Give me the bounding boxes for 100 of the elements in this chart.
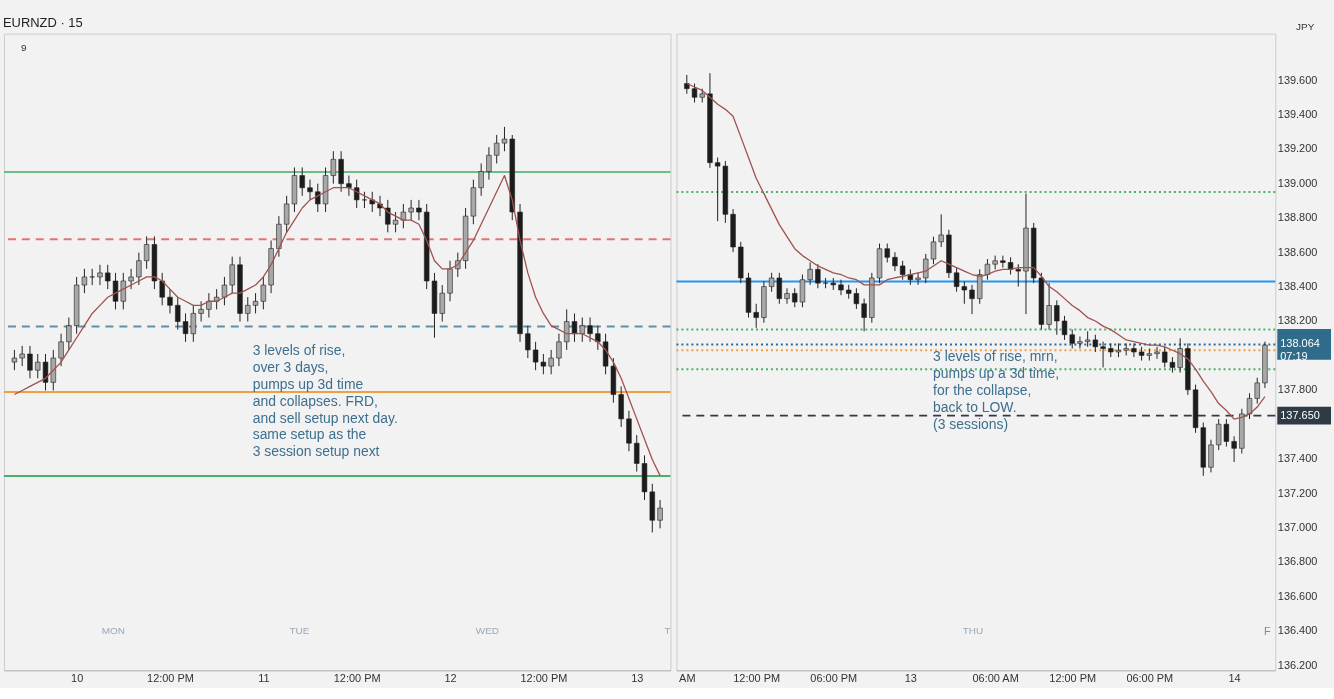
x-tick-label: AM xyxy=(679,671,696,684)
candlestick xyxy=(969,284,975,315)
x-tick-label: 12:00 PM xyxy=(333,671,381,684)
candlestick xyxy=(815,263,821,289)
candlestick xyxy=(416,199,422,221)
text: MON xyxy=(101,625,125,637)
annotation: THU xyxy=(962,625,984,637)
annotation: 3 levels of rise, mrn, pumps up a 3d time, for the collapse, back to LOW. (3 sessions) xyxy=(933,347,1060,432)
x-tick-label: 13 xyxy=(631,671,644,684)
candlestick xyxy=(354,179,360,209)
candlestick xyxy=(899,260,906,281)
text: JPY xyxy=(1296,20,1315,32)
x-tick-label: 06:00 PM xyxy=(810,671,858,684)
y-tick-label: 137.800 xyxy=(1277,383,1318,396)
candlestick xyxy=(167,288,173,314)
candlestick xyxy=(369,191,375,213)
candlestick xyxy=(1046,282,1052,331)
y-tick-label: 139.000 xyxy=(1277,176,1318,189)
candlestick xyxy=(548,349,554,375)
candlestick xyxy=(1177,337,1183,374)
ref-line-label: 138.064 07:19 xyxy=(1280,337,1320,363)
candlestick xyxy=(11,349,18,371)
y-tick-label: 136.400 xyxy=(1277,624,1318,637)
candlestick xyxy=(1054,299,1060,336)
text: 9 xyxy=(21,41,28,53)
candlestick xyxy=(307,179,313,201)
y-tick-label: 136.600 xyxy=(1277,589,1318,602)
candlestick xyxy=(838,279,844,296)
candlestick xyxy=(346,175,352,197)
candlestick xyxy=(27,345,33,379)
candlestick xyxy=(136,252,142,286)
candlestick xyxy=(478,162,484,197)
candlestick xyxy=(175,296,181,331)
text: WED xyxy=(475,625,500,637)
candlestick xyxy=(198,300,204,323)
candlestick xyxy=(58,333,64,367)
candlestick xyxy=(206,292,212,318)
x-tick-label: 11 xyxy=(258,671,270,684)
text: T xyxy=(664,625,671,637)
candlestick xyxy=(128,268,134,290)
y-tick-label: 136.800 xyxy=(1277,555,1318,568)
candlestick xyxy=(807,261,813,286)
candlestick xyxy=(595,325,601,351)
candlestick xyxy=(19,345,25,367)
y-tick-label: 138.400 xyxy=(1277,280,1318,293)
ref-line-label: 137.650 xyxy=(1280,408,1320,421)
candlestick xyxy=(66,316,72,351)
candlestick xyxy=(408,199,414,221)
candlestick xyxy=(915,272,921,286)
y-tick-label: 137.200 xyxy=(1277,486,1318,499)
candlestick xyxy=(385,199,391,233)
y-tick-label: 137.400 xyxy=(1277,452,1318,465)
x-tick-label: 12:00 PM xyxy=(733,671,781,684)
candlestick xyxy=(97,264,103,286)
y-tick-label: 139.200 xyxy=(1277,142,1318,155)
candlestick xyxy=(684,74,690,95)
y-tick-label: 138.600 xyxy=(1277,245,1318,258)
candlestick xyxy=(1208,439,1214,473)
candlestick xyxy=(1154,346,1160,360)
candlestick xyxy=(892,251,898,272)
candlestick xyxy=(1131,342,1137,358)
y-tick-label: 137.000 xyxy=(1277,520,1318,533)
annotation: F xyxy=(1264,625,1272,638)
y-tick-label: 139.400 xyxy=(1277,107,1318,120)
x-tick-label: 14 xyxy=(1228,671,1241,684)
candlestick xyxy=(486,146,492,181)
x-tick-label: 12 xyxy=(444,671,457,684)
candlestick xyxy=(377,195,383,217)
candlestick xyxy=(657,499,663,529)
annotation: 3 levels of rise, over 3 days, pumps up 3d time and collapses. FRD, and sell setup next day. same setup as the 3 session setup next xyxy=(252,341,398,460)
chart-title: EURNZD · 15 xyxy=(2,14,83,30)
x-tick-label: 06:00 PM xyxy=(1126,671,1174,684)
text: TUE xyxy=(289,625,310,637)
x-tick-label: 06:00 AM xyxy=(972,671,1019,684)
candlestick xyxy=(1231,435,1237,463)
candlestick xyxy=(556,333,562,367)
candlestick xyxy=(753,303,759,329)
candlestick xyxy=(992,255,998,270)
candlestick xyxy=(299,166,305,197)
candlestick xyxy=(439,284,445,323)
y-tick-label: 138.200 xyxy=(1277,314,1318,327)
candlestick xyxy=(1077,335,1083,350)
candlestick xyxy=(525,325,531,359)
candlestick xyxy=(1100,341,1106,368)
x-tick-label: 12:00 PM xyxy=(147,671,194,684)
x-tick-label: 10 xyxy=(71,671,84,684)
candlestick xyxy=(861,298,867,332)
candlestick xyxy=(938,213,944,248)
y-tick-label: 136.200 xyxy=(1277,658,1318,671)
candlestick xyxy=(245,296,251,323)
candlestick xyxy=(159,272,165,306)
candlestick xyxy=(229,256,235,294)
y-tick-label: 138.800 xyxy=(1277,211,1318,224)
x-tick-label: 12:00 PM xyxy=(1049,671,1097,684)
candlestick xyxy=(1000,255,1006,269)
x-tick-label: 13 xyxy=(904,671,917,684)
x-tick-label: 12:00 PM xyxy=(520,671,568,684)
y-tick-label: 139.600 xyxy=(1277,73,1318,86)
candlestick xyxy=(784,287,790,305)
candlestick xyxy=(587,316,593,343)
